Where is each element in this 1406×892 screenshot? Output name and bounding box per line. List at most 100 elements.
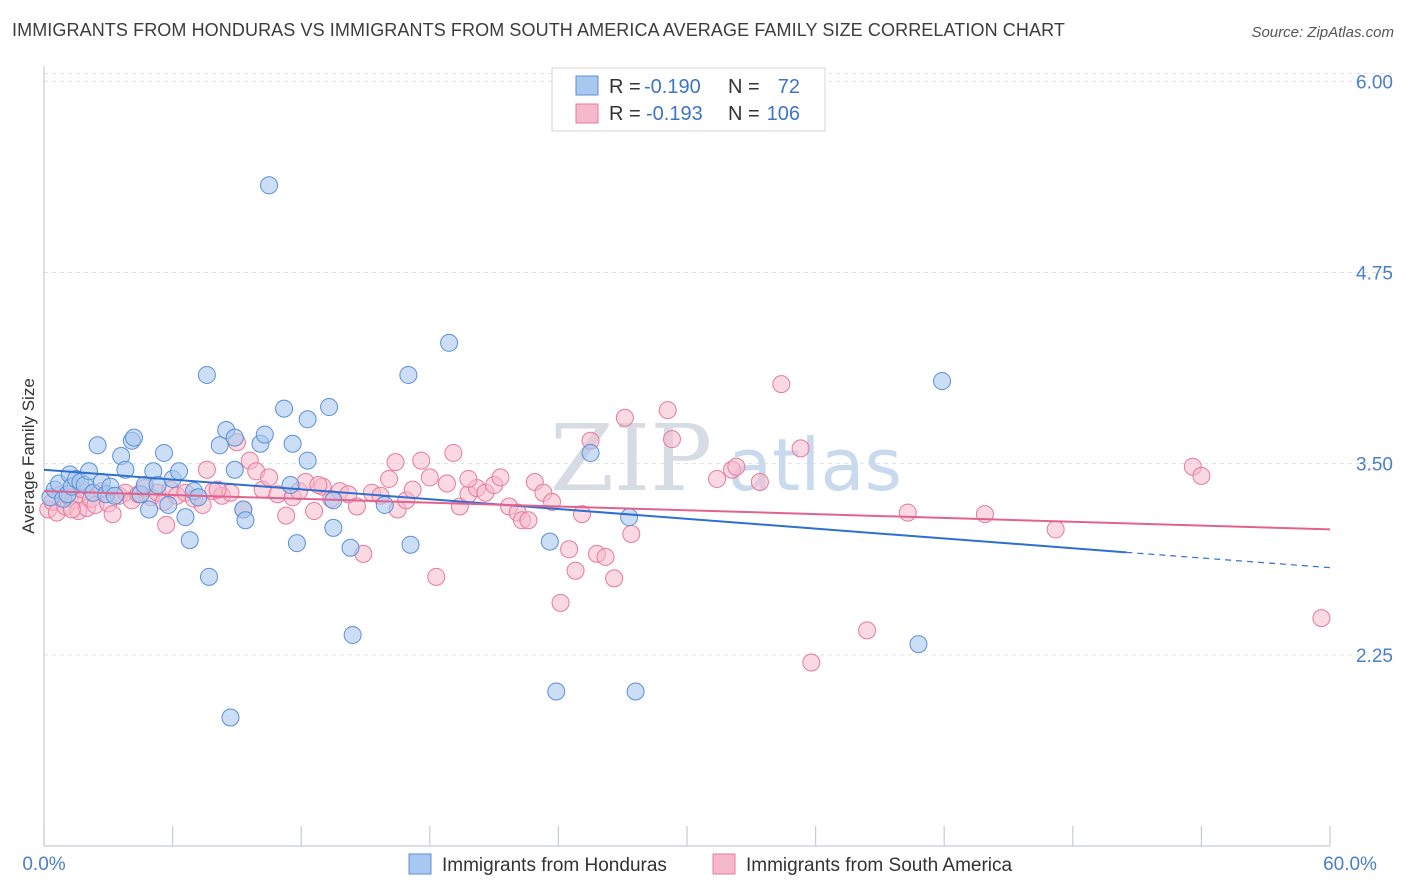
x-tick-label-min: 0.0% xyxy=(22,854,65,875)
honduras-point xyxy=(275,399,294,418)
honduras-point xyxy=(620,508,639,527)
south-america-point xyxy=(858,621,877,640)
honduras-point xyxy=(440,333,459,352)
south-america-point xyxy=(560,540,579,559)
honduras-point xyxy=(287,534,306,553)
legend-n-label-1: N = xyxy=(728,76,760,98)
top-legend: R = -0.190 N = 72 R = -0.193 N = 106 xyxy=(551,67,826,132)
honduras-point xyxy=(547,682,566,701)
honduras-point xyxy=(909,635,928,654)
honduras-point xyxy=(626,682,645,701)
south-america-point xyxy=(605,569,624,588)
south-america-point xyxy=(277,506,296,525)
south-america-point xyxy=(566,561,585,580)
y-tick-label: 2.25 xyxy=(1356,646,1393,667)
honduras-point xyxy=(105,486,124,505)
honduras-point xyxy=(281,476,300,495)
south-america-point xyxy=(727,457,746,476)
honduras-point xyxy=(298,451,317,470)
bottom-legend-swatch-honduras xyxy=(408,853,432,875)
honduras-trend-line xyxy=(43,468,1127,554)
legend-r-label-1: R = xyxy=(609,76,641,98)
grid-lines xyxy=(44,73,1392,656)
honduras-point xyxy=(88,436,107,455)
south-america-point xyxy=(596,547,615,566)
legend-n-value-1: 72 xyxy=(778,76,800,98)
honduras-point xyxy=(221,708,240,727)
honduras-point xyxy=(236,511,255,530)
y-tick-label: 3.50 xyxy=(1356,455,1393,476)
south-america-point xyxy=(437,474,456,493)
honduras-point xyxy=(189,488,208,507)
honduras-point xyxy=(320,398,339,417)
south-america-point xyxy=(157,515,176,534)
honduras-point xyxy=(180,531,199,550)
honduras-point xyxy=(176,508,195,527)
south-america-point xyxy=(772,375,791,394)
south-america-trend-line xyxy=(43,490,1331,531)
honduras-point xyxy=(125,428,144,447)
honduras-point xyxy=(933,372,952,391)
honduras-point xyxy=(540,532,559,551)
source-label: Source: ZipAtlas.com xyxy=(1251,24,1394,41)
honduras-point xyxy=(200,567,219,586)
honduras-point xyxy=(255,425,274,444)
honduras-point xyxy=(401,535,420,554)
south-america-point xyxy=(791,439,810,458)
bottom-legend-swatch-south-america xyxy=(712,853,736,875)
series-honduras-points xyxy=(41,176,952,727)
bottom-legend-label-south-america: Immigrants from South America xyxy=(746,855,1013,876)
south-america-point xyxy=(491,468,510,487)
y-tick-label: 4.75 xyxy=(1356,263,1393,284)
honduras-point xyxy=(116,460,135,479)
south-america-point xyxy=(708,469,727,488)
legend-r-label-2: R = xyxy=(609,103,641,125)
south-america-point xyxy=(380,469,399,488)
south-america-point xyxy=(1192,466,1211,485)
south-america-point xyxy=(1312,609,1331,628)
honduras-point xyxy=(581,443,600,462)
south-america-point xyxy=(551,593,570,612)
honduras-point xyxy=(155,443,174,462)
south-america-point xyxy=(615,408,634,427)
south-america-point xyxy=(412,451,431,470)
honduras-point xyxy=(324,518,343,537)
honduras-point xyxy=(80,462,99,481)
honduras-point xyxy=(298,410,317,429)
south-america-point xyxy=(427,567,446,586)
honduras-point xyxy=(375,495,394,514)
south-america-point xyxy=(750,473,769,491)
legend-swatch-honduras xyxy=(575,75,599,96)
honduras-point xyxy=(210,436,229,455)
legend-n-label-2: N = xyxy=(728,103,760,125)
south-america-point xyxy=(197,460,216,479)
south-america-point xyxy=(420,468,439,487)
honduras-point xyxy=(260,176,279,195)
honduras-point xyxy=(341,538,360,557)
south-america-point xyxy=(305,502,324,521)
south-america-point xyxy=(208,480,227,499)
south-america-point xyxy=(347,497,366,516)
honduras-point xyxy=(159,495,178,514)
y-tick-labels: 2.25 3.50 4.75 6.00 xyxy=(1356,72,1393,667)
south-america-point xyxy=(802,653,821,672)
legend-r-value-2: -0.193 xyxy=(646,103,703,125)
south-america-point xyxy=(444,443,463,462)
bottom-legend: Immigrants from Honduras Immigrants from… xyxy=(408,853,1013,876)
south-america-point xyxy=(662,430,681,449)
south-america-point xyxy=(898,503,917,522)
bottom-legend-label-honduras: Immigrants from Honduras xyxy=(442,855,667,876)
y-axis-label: Average Family Size xyxy=(19,378,38,534)
south-america-point xyxy=(459,469,478,488)
x-tick-label-max: 60.0% xyxy=(1323,854,1377,875)
x-tick-marks xyxy=(43,826,1331,846)
honduras-point xyxy=(225,428,244,447)
honduras-point xyxy=(170,462,189,481)
south-america-point xyxy=(386,453,405,472)
south-america-point xyxy=(1046,520,1065,539)
honduras-point xyxy=(140,500,159,519)
south-america-point xyxy=(658,401,677,420)
honduras-point xyxy=(399,365,418,384)
south-america-point xyxy=(519,511,538,530)
